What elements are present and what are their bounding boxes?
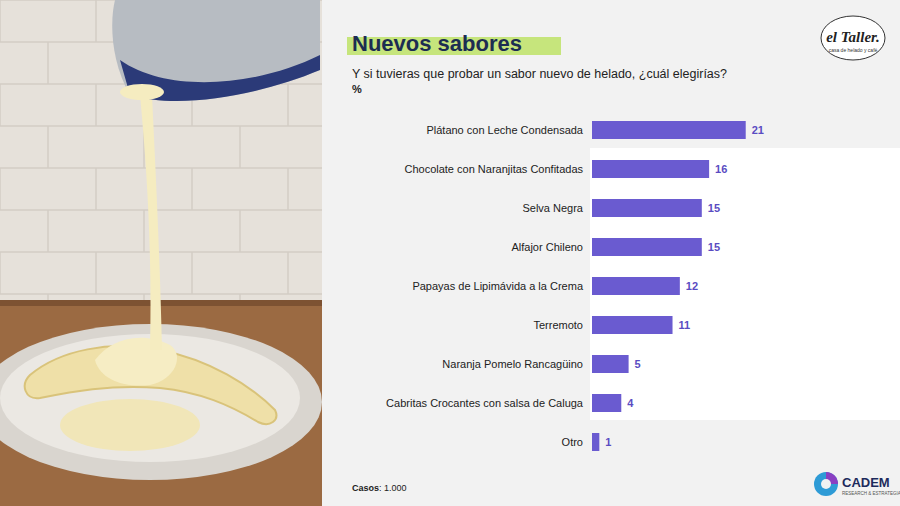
category-label: Otro <box>562 436 583 448</box>
category-label: Plátano con Leche Condensada <box>426 124 583 136</box>
page: {"chart_data": {"type": "bar", "orientat… <box>0 0 900 506</box>
data-label: 21 <box>752 124 764 136</box>
tile-line <box>0 0 1 42</box>
wall <box>0 0 322 506</box>
data-label: 16 <box>715 163 727 175</box>
category-label: Terremoto <box>533 319 583 331</box>
data-label: 5 <box>635 358 641 370</box>
logo-icon <box>814 472 838 496</box>
tile-line <box>239 210 241 252</box>
data-label: 11 <box>679 319 691 331</box>
can <box>112 0 320 101</box>
illustration <box>0 0 322 506</box>
milk-pool <box>60 399 200 451</box>
data-label: 4 <box>627 397 634 409</box>
note-label: Casos <box>352 483 379 493</box>
tile-line <box>47 210 49 252</box>
unit-label: % <box>352 83 362 95</box>
tile-line <box>95 0 97 42</box>
data-label: 15 <box>708 241 720 253</box>
chart-svg: Nuevos sabores Y si tuvieras que probar u… <box>0 0 900 506</box>
panel <box>322 0 900 506</box>
tile-line <box>287 84 289 126</box>
category-label: Naranja Pomelo Rancagüino <box>442 358 583 370</box>
logo-icon-hole <box>821 479 831 489</box>
bar <box>592 433 599 451</box>
bar <box>592 277 680 295</box>
data-labels: 21 16 15 15 12 11 5 4 1 <box>605 124 764 448</box>
category-label: Papayas de Lipimávida a la Crema <box>412 280 583 292</box>
bar <box>592 394 621 412</box>
tile-line <box>0 251 322 253</box>
tile-line <box>95 252 97 294</box>
tile-line <box>143 210 145 252</box>
note: Casos: 1.000 <box>352 483 407 493</box>
milk-lip <box>120 84 164 100</box>
bar <box>592 160 709 178</box>
bars <box>592 121 746 451</box>
bar <box>592 121 746 139</box>
logo-frame <box>821 16 885 60</box>
title: Nuevos sabores <box>352 31 522 56</box>
plot-background <box>590 148 900 420</box>
category-label: Alfajor Chileno <box>511 241 583 253</box>
tile-line <box>47 126 49 168</box>
category-label: Selva Negra <box>522 202 583 214</box>
logo-text: CADEM <box>842 475 890 490</box>
milk-stream <box>140 95 162 350</box>
logo-text: el Taller. <box>826 29 880 45</box>
logo-tagline: RESEARCH & ESTRATEGIA <box>842 491 900 496</box>
logo-el-taller: el Taller. casa de helado y café <box>821 16 885 60</box>
category-label: Cabritas Crocantes con salsa de Caluga <box>386 397 584 409</box>
category-label: Chocolate con Naranjitas Confitadas <box>404 163 583 175</box>
can-label <box>120 55 320 101</box>
tile-line <box>47 42 49 84</box>
tile-line <box>95 84 97 126</box>
bar <box>592 355 629 373</box>
category-labels: Plátano con Leche Condensada Chocolate co… <box>386 124 584 448</box>
subtitle: Y si tuvieras que probar un sabor nuevo … <box>352 67 727 81</box>
bar <box>592 199 702 217</box>
plate <box>0 334 300 462</box>
data-label: 12 <box>686 280 698 292</box>
logo-cadem: CADEMRESEARCH & ESTRATEGIA <box>814 472 900 496</box>
table-edge <box>0 300 322 306</box>
logo-tagline: casa de helado y café <box>829 47 878 53</box>
bar <box>592 316 673 334</box>
tile-line <box>95 168 97 210</box>
bar <box>592 238 702 256</box>
tile-line <box>0 167 322 169</box>
tile-line <box>0 84 1 126</box>
tile-line <box>191 168 193 210</box>
tile-line <box>287 252 289 294</box>
milk-on-banana <box>95 338 177 386</box>
note-value: : 1.000 <box>379 483 407 493</box>
data-label: 15 <box>708 202 720 214</box>
tile-line <box>239 126 241 168</box>
wall-tiles <box>0 0 322 336</box>
data-label: 1 <box>605 436 611 448</box>
tile-line <box>0 168 1 210</box>
tile-line <box>0 252 1 294</box>
tile-line <box>287 168 289 210</box>
tile-line <box>191 252 193 294</box>
